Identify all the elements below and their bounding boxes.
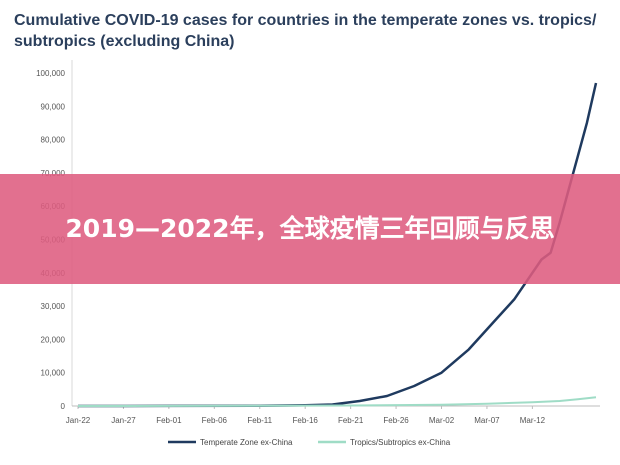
y-tick-label: 70,000: [41, 169, 66, 178]
x-tick-label: Feb-16: [293, 416, 319, 425]
y-tick-label: 0: [61, 402, 66, 411]
x-tick-label: Mar-12: [520, 416, 546, 425]
x-tick-label: Jan-27: [111, 416, 136, 425]
x-tick-label: Feb-06: [202, 416, 228, 425]
y-tick-label: 80,000: [41, 136, 66, 145]
y-tick-label: 90,000: [41, 102, 66, 111]
series-line-tropics: [77, 396, 597, 407]
x-tick-label: Mar-02: [429, 416, 455, 425]
x-axis-ticks: Jan-22 Jan-27 Feb-01 Feb-06 Feb-11 Feb-16 Feb-…: [66, 406, 546, 425]
banner-text: 2019—2022年，全球疫情三年回顾与反思: [65, 214, 555, 243]
x-tick-label: Feb-01: [156, 416, 182, 425]
legend: Temperate Zone ex-China Tropics/Subtropic…: [168, 438, 451, 447]
y-tick-label: 100,000: [36, 69, 65, 78]
y-tick-label: 30,000: [41, 302, 66, 311]
legend-label: Temperate Zone ex-China: [200, 438, 293, 447]
x-tick-label: Feb-11: [247, 416, 272, 425]
chart-title: Cumulative COVID-19 cases for countries …: [14, 12, 597, 50]
y-tick-label: 20,000: [41, 335, 66, 344]
y-tick-label: 10,000: [41, 369, 66, 378]
x-tick-label: Jan-22: [66, 416, 91, 425]
x-tick-label: Feb-26: [383, 416, 409, 425]
banner-overlay: 2019—2022年，全球疫情三年回顾与反思: [0, 174, 620, 284]
x-tick-label: Feb-21: [338, 416, 364, 425]
x-tick-label: Mar-07: [474, 416, 500, 425]
legend-label: Tropics/Subtropics ex-China: [350, 438, 451, 447]
